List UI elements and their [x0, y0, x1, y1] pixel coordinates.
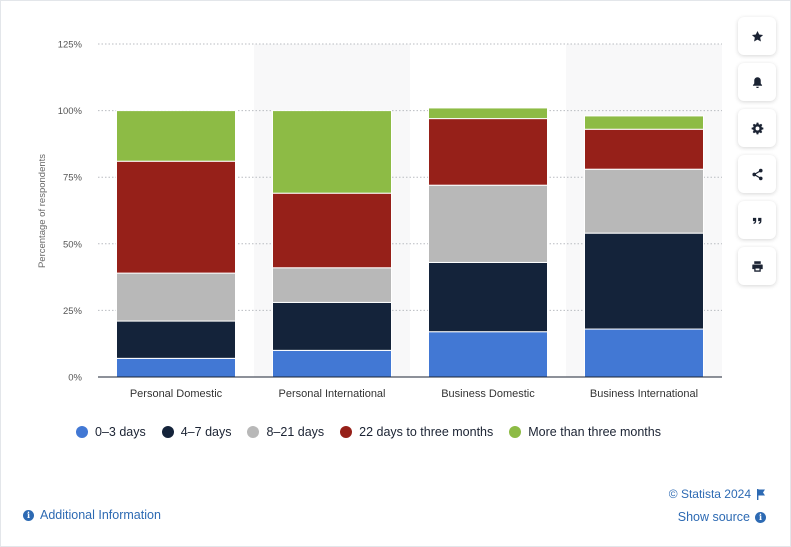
- bar-segment: [116, 160, 236, 274]
- legend-item-0-3-days[interactable]: 0–3 days: [76, 425, 146, 439]
- star-icon: [751, 30, 763, 42]
- gear-icon: [751, 122, 763, 134]
- y-axis-label: Percentage of respondents: [37, 154, 48, 268]
- chart-toolbar: [738, 17, 776, 285]
- info-icon: i: [755, 511, 766, 523]
- bar-segment: [584, 328, 704, 378]
- bar-segment: [272, 267, 392, 303]
- y-tick-label: 50%: [63, 239, 83, 250]
- bar-segment: [116, 272, 236, 322]
- share-button[interactable]: [738, 155, 776, 193]
- info-icon: i: [23, 509, 34, 521]
- statista-copyright-link[interactable]: © Statista 2024: [669, 487, 766, 501]
- bar-segment: [272, 301, 392, 351]
- legend-item-4-7-days[interactable]: 4–7 days: [161, 425, 232, 439]
- bell-icon: [752, 76, 762, 88]
- y-tick-label: 100%: [58, 106, 83, 117]
- legend-label: More than three months: [528, 425, 661, 439]
- y-tick-label: 125%: [58, 40, 83, 51]
- print-icon: [751, 260, 763, 272]
- bar-segment: [272, 110, 392, 194]
- notification-button[interactable]: [738, 63, 776, 101]
- legend-dot: [509, 426, 522, 438]
- x-tick-label: Business Domestic: [441, 388, 535, 400]
- bar-segment: [116, 320, 236, 359]
- favorite-button[interactable]: [738, 17, 776, 55]
- bar-segment: [428, 331, 548, 378]
- legend-dot: [161, 426, 174, 438]
- legend-dot: [340, 426, 353, 438]
- bar-segment: [584, 168, 704, 234]
- legend-dot: [247, 426, 260, 438]
- bar-segment: [584, 128, 704, 170]
- bar-segment: [584, 115, 704, 130]
- show-source-label: Show source: [677, 510, 750, 524]
- legend-label: 4–7 days: [180, 425, 232, 439]
- bar-segment: [428, 107, 548, 120]
- legend-label: 22 days to three months: [359, 425, 494, 439]
- x-tick-label: Personal Domestic: [130, 388, 223, 400]
- additional-information-link[interactable]: i Additional Information: [23, 508, 161, 522]
- bar-segment: [272, 192, 392, 269]
- settings-button[interactable]: [738, 109, 776, 147]
- legend-dot: [76, 426, 88, 438]
- stacked-bar-chart: 0% 25% 50% 75% 100% 125% Personal Domestic Per…: [37, 40, 722, 400]
- legend-item-8-21-days[interactable]: 8–21 days: [247, 425, 324, 439]
- additional-information-label: Additional Information: [40, 508, 161, 522]
- chart-legend: 0–3 days 4–7 days 8–21 days 22 days to t…: [76, 425, 661, 439]
- show-source-link[interactable]: Show source i: [678, 510, 766, 524]
- y-tick-label: 0%: [68, 373, 82, 384]
- cite-button[interactable]: [738, 201, 776, 239]
- bar-segment: [428, 184, 548, 263]
- bar-segment: [116, 357, 236, 378]
- bar-segment: [272, 349, 392, 378]
- quote-icon: [752, 217, 761, 224]
- y-tick-label: 75%: [63, 173, 83, 184]
- legend-label: 0–3 days: [95, 425, 146, 439]
- bar-segment: [584, 232, 704, 330]
- bar-segment: [428, 261, 548, 333]
- print-button[interactable]: [738, 247, 776, 285]
- flag-icon: [757, 488, 765, 500]
- bar-segment: [428, 118, 548, 186]
- y-tick-label: 25%: [63, 306, 83, 317]
- x-tick-label: Business International: [590, 388, 698, 400]
- share-icon: [751, 168, 763, 180]
- legend-label: 8–21 days: [266, 425, 325, 439]
- bar-segment: [116, 110, 236, 162]
- legend-item-more-than-three-months[interactable]: More than three months: [509, 425, 661, 439]
- legend-item-22-days-to-three-months[interactable]: 22 days to three months: [340, 425, 493, 439]
- x-tick-label: Personal International: [278, 388, 385, 400]
- copyright-label: © Statista 2024: [668, 487, 751, 501]
